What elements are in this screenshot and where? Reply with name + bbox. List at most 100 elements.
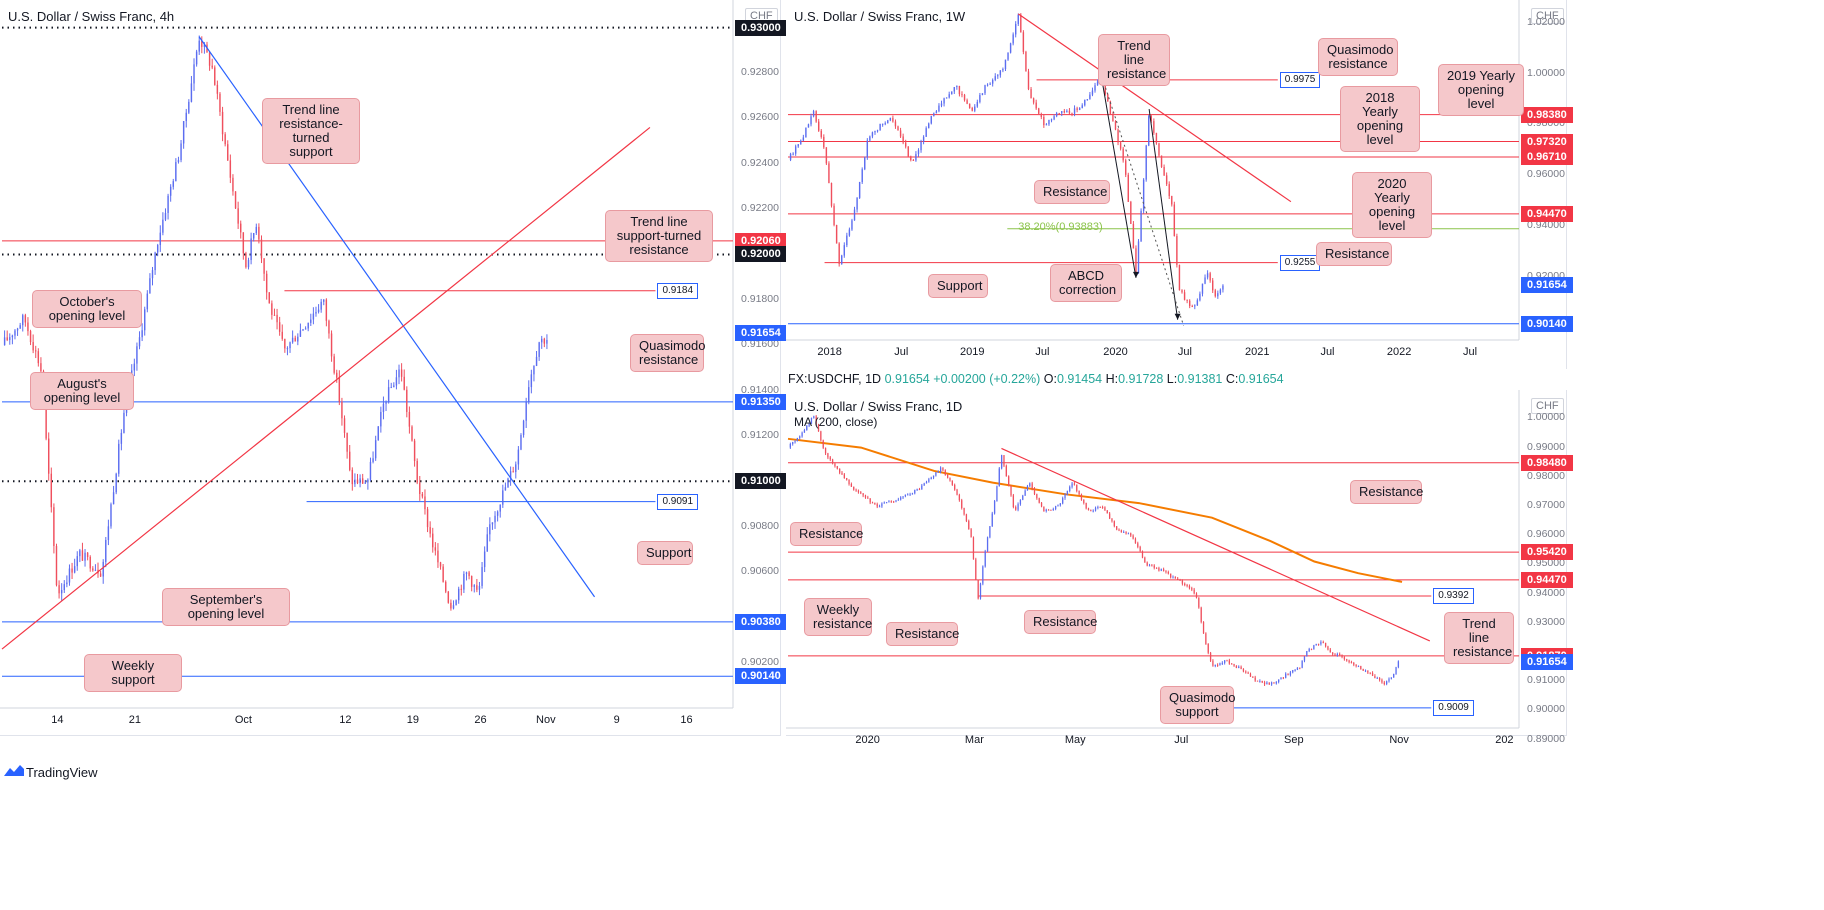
annotation-callout[interactable]: 2020 Yearly opening level — [1352, 172, 1432, 238]
candle-body — [792, 441, 794, 444]
currency-badge[interactable]: CHF — [1531, 8, 1564, 24]
annotation-callout[interactable]: Quasimodo resistance — [630, 334, 705, 372]
annotation-callout[interactable]: ABCD correction — [1050, 264, 1122, 302]
candle-body — [489, 524, 491, 535]
candle-body — [1007, 52, 1009, 60]
annotation-callout[interactable]: Resistance — [790, 522, 863, 546]
candle-body — [860, 492, 862, 494]
trend-line-resistance[interactable] — [1017, 13, 1292, 203]
candle-body — [1027, 71, 1030, 90]
candle-body — [1353, 662, 1355, 665]
annotation-callout[interactable]: Resistance — [1024, 610, 1097, 634]
candle-body — [940, 103, 943, 106]
candle-body — [437, 550, 439, 563]
price-chart-canvas[interactable] — [786, 0, 1566, 368]
price-axis-label: 0.99000 — [1527, 440, 1565, 453]
candle-body — [856, 197, 858, 210]
price-chart-canvas[interactable] — [0, 0, 780, 735]
trend-line-support[interactable] — [198, 36, 596, 598]
candle-body — [284, 338, 286, 349]
annotation-callout[interactable]: 2018 Yearly opening level — [1340, 86, 1420, 152]
candle-body — [928, 479, 930, 482]
candle-body — [512, 471, 514, 473]
abcd-leg-cd[interactable] — [1148, 108, 1179, 320]
price-tag: 0.97320 — [1521, 133, 1573, 150]
time-axis-label: 9 — [613, 714, 620, 726]
annotation-callout[interactable]: September's opening level — [162, 588, 290, 626]
annotation-callout[interactable]: Resistance — [1034, 180, 1110, 204]
annotation-callout[interactable]: Resistance — [1350, 480, 1423, 504]
candle-body — [921, 485, 923, 490]
annotation-callout[interactable]: Quasimodo resistance — [1318, 38, 1398, 76]
trend-line-resistance[interactable] — [1, 126, 651, 650]
candle-body — [169, 186, 172, 196]
level-value-tag: 0.9255 — [1279, 254, 1321, 271]
candle-body — [1125, 160, 1127, 175]
candle-body — [354, 479, 356, 485]
annotation-callout[interactable]: August's opening level — [30, 372, 134, 410]
annotation-callout[interactable]: Quasimodo support — [1160, 686, 1235, 724]
candle-body — [102, 561, 104, 577]
candle-body — [81, 550, 84, 561]
annotation-callout[interactable]: Support — [637, 541, 693, 565]
abcd-leg-ab[interactable] — [1100, 73, 1137, 278]
candle-body — [1296, 667, 1299, 670]
candle-body — [945, 97, 948, 99]
price-axis-label: 0.94000 — [1527, 586, 1565, 599]
candle-body — [1090, 510, 1092, 512]
candle-body — [1395, 667, 1397, 674]
candle-body — [946, 474, 949, 478]
candle-body — [796, 437, 799, 442]
candle-body — [234, 191, 237, 209]
candle-body — [156, 245, 159, 253]
price-axis-label: 0.90800 — [741, 519, 779, 532]
candle-body — [1231, 663, 1233, 665]
annotation-callout[interactable]: October's opening level — [32, 290, 142, 328]
chart-panel-weekly[interactable]: U.S. Dollar / Swiss Franc, 1W CHF 1.02000 1… — [786, 0, 1573, 369]
candle-body — [890, 501, 892, 503]
candle-body — [1310, 648, 1313, 650]
price-chart-canvas[interactable] — [786, 390, 1566, 735]
candle-body — [948, 94, 950, 98]
candle-body — [834, 463, 836, 467]
candle-body — [333, 356, 335, 373]
annotation-callout[interactable]: Support — [928, 274, 988, 298]
candle-body — [1005, 465, 1007, 477]
ma-200-line[interactable] — [787, 437, 1403, 583]
time-axis-label: Jul — [1035, 346, 1050, 358]
time-axis-label: 19 — [406, 714, 420, 726]
annotation-callout[interactable]: 2019 Yearly opening level — [1438, 64, 1524, 116]
annotation-callout[interactable]: Trend line support-turned resistance — [605, 210, 713, 262]
candle-body — [843, 474, 845, 479]
candle-body — [421, 494, 424, 497]
time-axis-label: Nov — [1389, 734, 1409, 746]
currency-badge[interactable]: CHF — [1531, 398, 1564, 414]
candle-body — [800, 140, 802, 145]
candle-body — [1313, 645, 1315, 650]
candle-body — [881, 123, 884, 125]
annotation-callout[interactable]: Trend line resistance-turned support — [262, 98, 360, 164]
candle-body — [932, 475, 935, 478]
annotation-callout[interactable]: Trend line resistance — [1444, 612, 1514, 664]
annotation-callout[interactable]: Trend line resistance — [1098, 34, 1170, 86]
annotation-callout[interactable]: Resistance — [1316, 242, 1392, 266]
candle-body — [1252, 676, 1254, 678]
chart-panel-daily[interactable]: U.S. Dollar / Swiss Franc, 1D CHF MA (200,… — [786, 390, 1573, 746]
candle-body — [972, 537, 975, 560]
price-axis-label: 0.90600 — [741, 564, 779, 577]
candle-body — [1148, 116, 1150, 146]
candle-body — [1104, 507, 1106, 511]
candle-body — [447, 591, 450, 603]
candle-body — [465, 572, 468, 574]
price-tag: 0.98380 — [1521, 106, 1573, 123]
chart-panel-4h[interactable]: U.S. Dollar / Swiss Franc, 4h CHF 0.92800 0… — [0, 0, 787, 736]
candle-body — [954, 484, 956, 490]
annotation-callout[interactable]: Weekly resistance — [804, 598, 872, 636]
annotation-callout[interactable]: Weekly support — [84, 654, 182, 692]
trend-line-resistance[interactable] — [1001, 447, 1431, 642]
candle-body — [1153, 121, 1155, 133]
candle-body — [858, 182, 861, 198]
annotation-callout[interactable]: Resistance — [886, 622, 959, 646]
candle-body — [172, 181, 174, 187]
candle-body — [112, 492, 115, 505]
